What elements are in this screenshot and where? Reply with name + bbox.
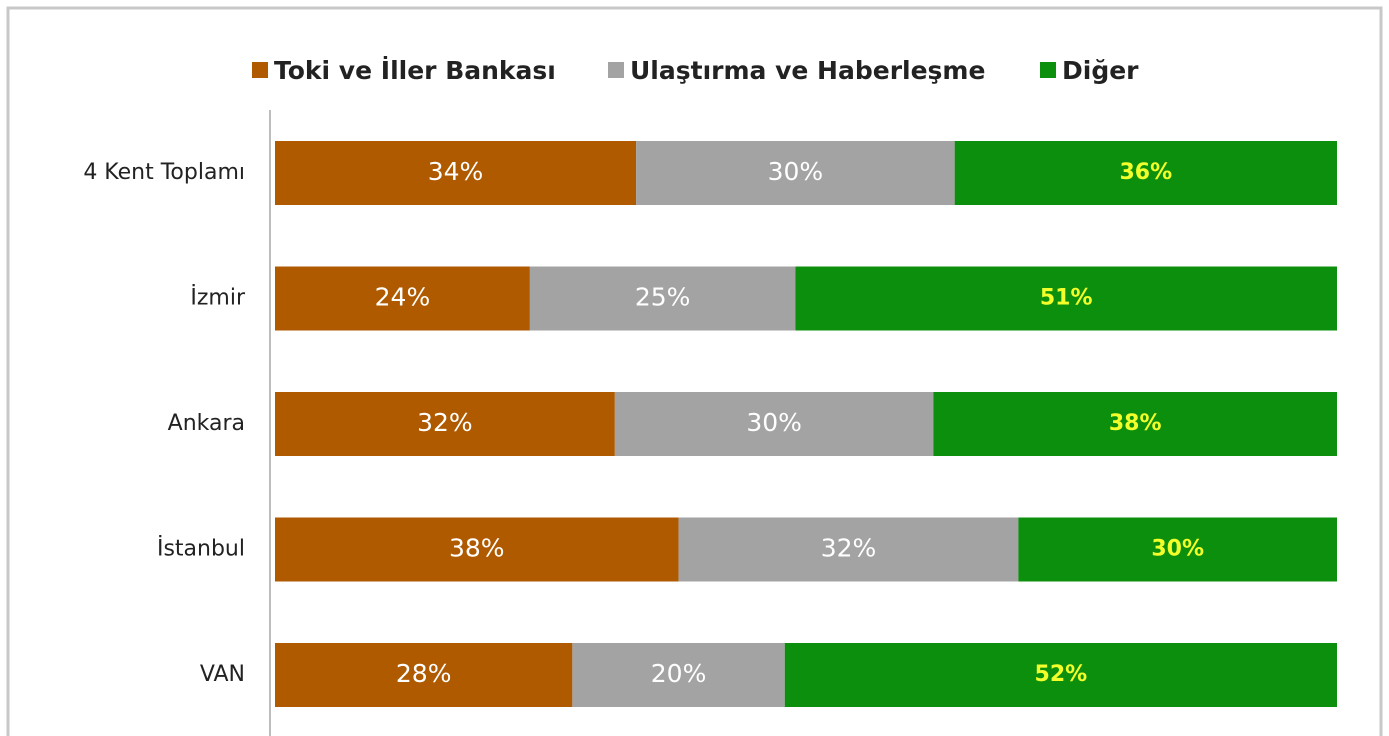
value-label: 52% bbox=[1035, 662, 1088, 687]
bar-segment bbox=[636, 141, 955, 205]
bar-segment bbox=[275, 392, 615, 456]
category-label: İzmir bbox=[190, 285, 246, 311]
bar-segment bbox=[572, 643, 785, 707]
bar-segment bbox=[529, 266, 796, 331]
bar-segment bbox=[275, 517, 679, 582]
value-label: 38% bbox=[1109, 411, 1162, 436]
bar-segment bbox=[1018, 517, 1337, 582]
category-label: İstanbul bbox=[157, 536, 245, 562]
bar-segment bbox=[795, 266, 1337, 331]
value-label: 30% bbox=[768, 157, 824, 186]
category-label: VAN bbox=[200, 662, 245, 687]
frame bbox=[6, 6, 1383, 736]
legend-swatch bbox=[1040, 62, 1056, 78]
value-label: 20% bbox=[651, 659, 707, 688]
value-label: 51% bbox=[1040, 286, 1093, 311]
category-label: 4 Kent Toplamı bbox=[83, 160, 245, 185]
bar-segment bbox=[275, 266, 530, 331]
value-label: 34% bbox=[428, 157, 484, 186]
value-label: 30% bbox=[746, 408, 802, 437]
value-label: 24% bbox=[375, 283, 431, 312]
value-label: 25% bbox=[635, 283, 691, 312]
category-label: Ankara bbox=[168, 411, 245, 436]
value-label: 30% bbox=[1151, 537, 1204, 562]
bar-segment bbox=[933, 392, 1337, 456]
value-label: 28% bbox=[396, 659, 452, 688]
value-label: 36% bbox=[1120, 160, 1173, 185]
bar-segment bbox=[784, 643, 1337, 707]
bar-segment bbox=[275, 141, 637, 205]
legend-label: Toki ve İller Bankası bbox=[274, 55, 556, 85]
value-label: 38% bbox=[449, 534, 505, 563]
bar-segment bbox=[275, 643, 573, 707]
legend-label: Ulaştırma ve Haberleşme bbox=[630, 56, 985, 85]
bar-segment bbox=[614, 392, 934, 456]
bar-segment bbox=[678, 517, 1019, 582]
value-label: 32% bbox=[821, 534, 877, 563]
value-label: 32% bbox=[417, 408, 473, 437]
legend-swatch bbox=[608, 62, 624, 78]
legend-swatch bbox=[252, 62, 268, 78]
legend-label: Diğer bbox=[1062, 56, 1139, 85]
bar-segment bbox=[954, 141, 1337, 205]
